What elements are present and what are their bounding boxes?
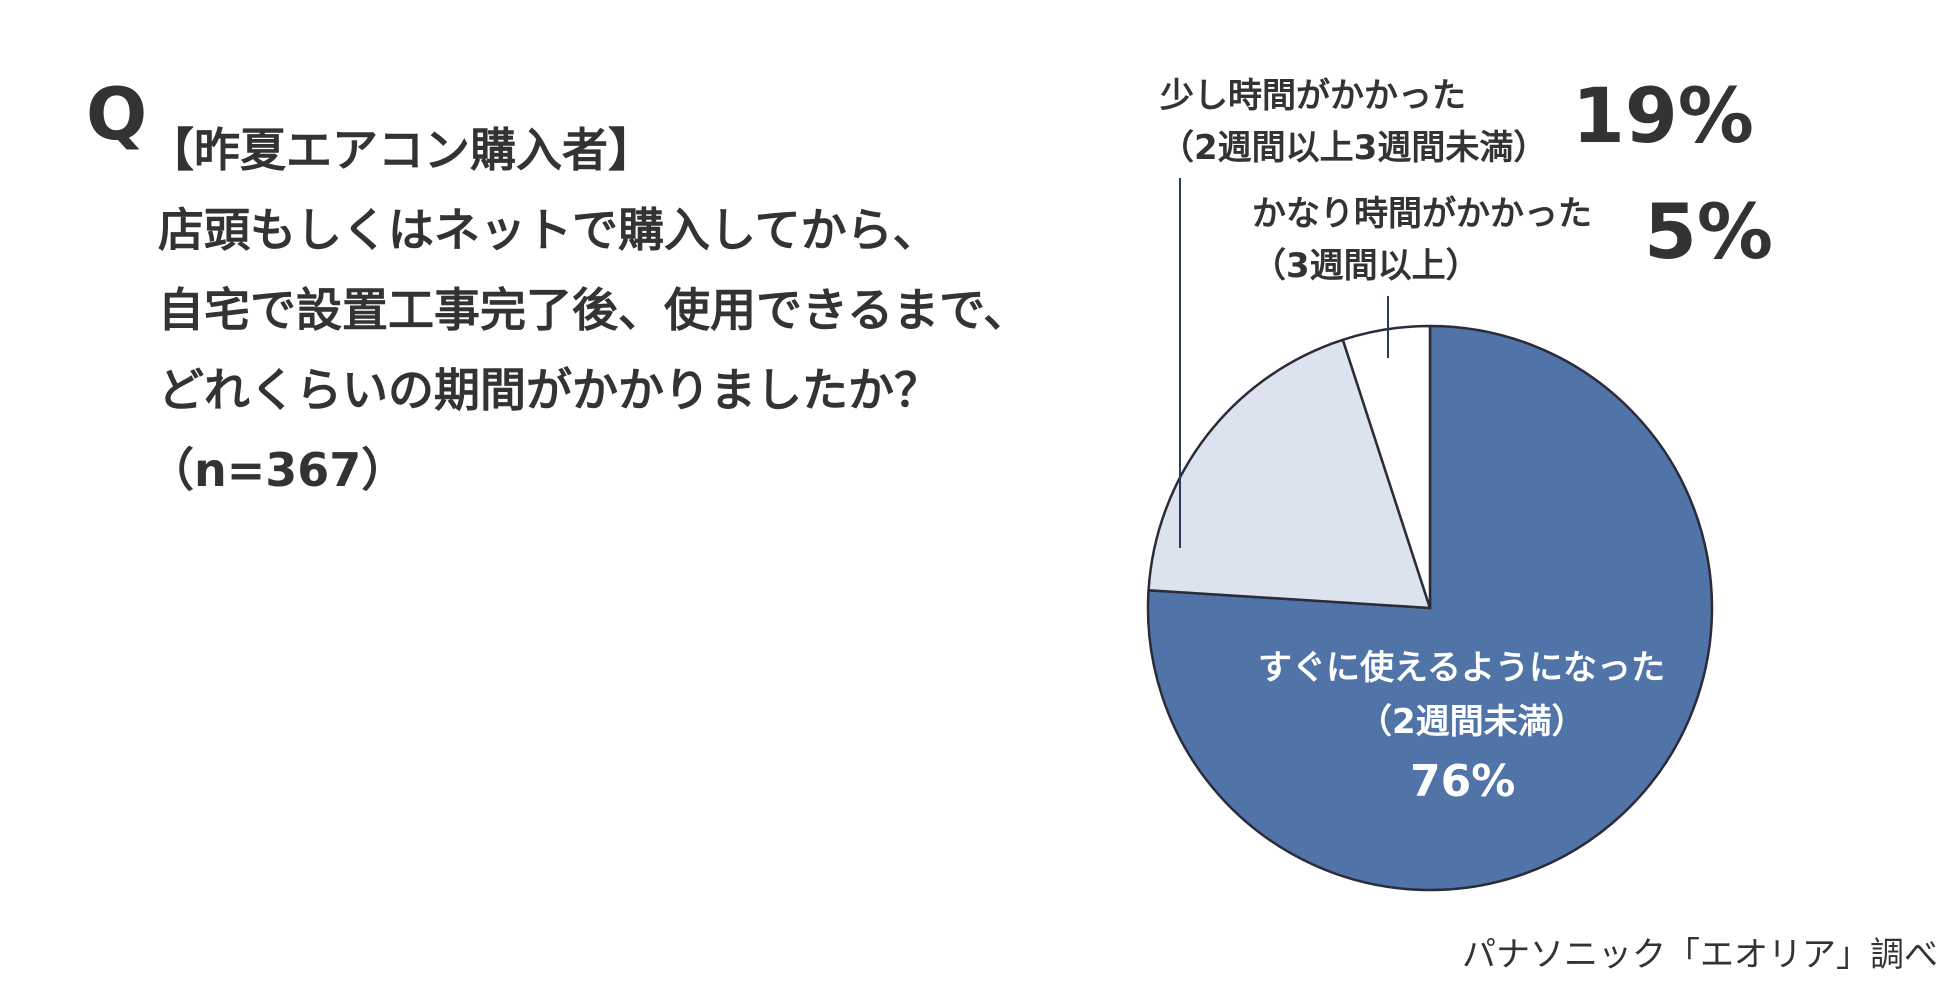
slice-value-little-time: 19% — [1572, 71, 1754, 160]
slice-sublabel-little-time: （2週間以上3週間未満） — [1160, 128, 1548, 168]
slice-sublabel-long-time: （3週間以上） — [1252, 246, 1480, 286]
question-mark: Q — [86, 72, 148, 156]
slice-sublabel-immediate: （2週間未満） — [1358, 702, 1586, 742]
slice-label-immediate: すぐに使えるようになった — [1258, 648, 1665, 688]
pie-slice-little-time — [1147, 338, 1432, 610]
question-line-2: 自宅で設置工事完了後、使用できるまで、 — [158, 283, 1030, 337]
slice-value-immediate: 76% — [1410, 756, 1516, 807]
slice-label-long-time: かなり時間がかかった — [1252, 194, 1592, 234]
pie-slice-long-time — [1341, 324, 1432, 610]
sample-size: （n=367） — [148, 443, 408, 497]
question-text: 【昨夏エアコン購入者】 店頭もしくはネットで購入してから、 自宅で設置工事完了後… — [148, 110, 1030, 510]
slice-value-long-time: 5% — [1644, 187, 1774, 276]
source-note: パナソニック「エオリア」調べ — [1462, 935, 1938, 975]
question-line-1: 店頭もしくはネットで購入してから、 — [158, 203, 939, 257]
question-line-3: どれくらいの期間がかかりましたか？ — [158, 363, 940, 417]
slice-label-little-time: 少し時間がかかった — [1160, 76, 1466, 116]
question-heading: 【昨夏エアコン購入者】 — [148, 123, 654, 177]
